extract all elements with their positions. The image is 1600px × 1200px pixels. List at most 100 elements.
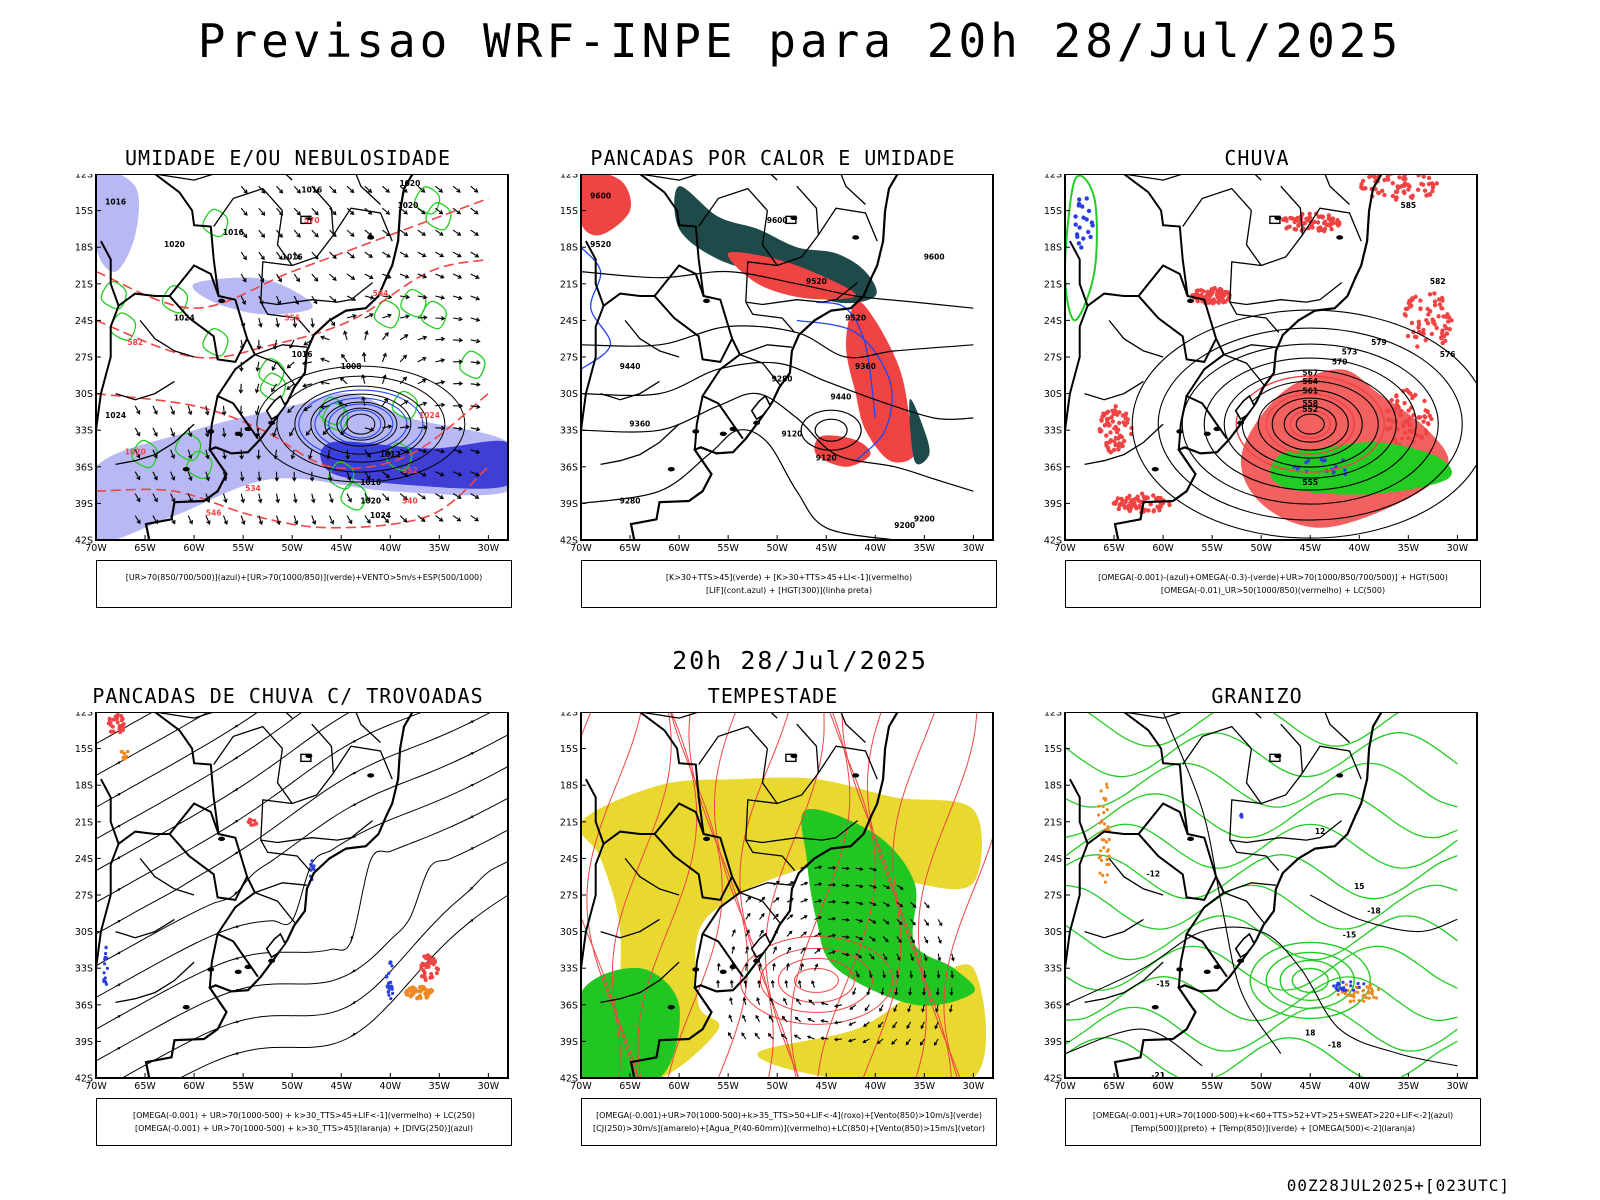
legend-box: [OMEGA(-0.001)+UR>70(1000-500)+k>35_TTS>…	[581, 1098, 997, 1146]
wind-vector	[287, 405, 295, 414]
wind-vector	[286, 383, 295, 391]
flow-arrow	[233, 1052, 240, 1056]
wind-vector	[381, 493, 390, 501]
lon-label: 70W	[570, 543, 592, 554]
state-border	[260, 839, 311, 872]
lat-label: 30S	[1044, 927, 1062, 938]
panel-title: PANCADAS DE CHUVA C/ TROVOADAS	[92, 684, 484, 708]
lake-mark	[1151, 1005, 1159, 1010]
coastline	[1113, 712, 1383, 1078]
flow-arrow	[468, 752, 475, 756]
wind-vector	[906, 1021, 912, 1029]
wind-vector	[152, 427, 158, 437]
lat-label: 30S	[75, 927, 93, 938]
lake-mark	[367, 773, 375, 778]
wind-vector	[920, 1021, 925, 1030]
wind-vector	[772, 946, 777, 954]
wind-vector	[811, 980, 816, 988]
country-border	[693, 395, 704, 450]
lake-mark	[367, 235, 375, 240]
streamline	[121, 861, 508, 1078]
wind-vector	[187, 515, 193, 525]
map-pancadas-calor: 9600 9600 9520 9520 9600 9520 9440 9440 9280 9200…	[560, 174, 994, 554]
green-instability-area	[674, 186, 877, 304]
wind-vector	[470, 207, 479, 215]
state-border	[600, 380, 660, 401]
wind-vector	[364, 295, 375, 300]
wind-vector	[399, 229, 409, 237]
country-border	[208, 933, 219, 988]
lat-label: 33S	[1044, 964, 1062, 975]
legend-line: [OMEGA(-0.001) + UR>70(1000-500) + k>30_…	[132, 1111, 476, 1120]
country-border	[1177, 933, 1188, 988]
flow-arrow	[350, 1032, 356, 1037]
contour-label: 576	[1440, 350, 1456, 359]
wind-vector	[452, 251, 462, 258]
wind-vector	[828, 950, 836, 955]
state-border	[624, 857, 680, 896]
contour-label: -15	[1156, 980, 1170, 989]
wind-vector	[828, 899, 837, 904]
lat-label: 42S	[1044, 536, 1062, 547]
wind-vector	[879, 1004, 884, 1012]
lake-mark	[1213, 426, 1221, 432]
wind-vector	[896, 953, 901, 961]
lake-mark	[1336, 235, 1344, 240]
wind-vector	[364, 330, 369, 341]
wind-vector	[882, 936, 889, 943]
lat-label: 33S	[560, 964, 578, 975]
wind-vector	[863, 1021, 870, 1027]
wind-vector	[271, 383, 277, 393]
wind-vector	[254, 383, 260, 394]
wind-vector	[892, 1021, 898, 1029]
lon-label: 30W	[1447, 1081, 1469, 1092]
state-border	[254, 353, 296, 386]
contour-label: 564	[373, 289, 389, 298]
wind-vector	[435, 295, 446, 300]
wind-vector	[364, 449, 371, 458]
wind-vector	[754, 1032, 760, 1040]
wind-vector	[855, 953, 863, 959]
lat-label: 24S	[1044, 316, 1062, 327]
wind-vector	[134, 427, 141, 437]
wind-vector	[258, 207, 266, 216]
wind-vector	[470, 515, 479, 522]
state-border	[639, 712, 778, 719]
lon-label: 35W	[429, 543, 451, 554]
wind-vector	[256, 449, 261, 460]
wind-vector	[759, 929, 764, 937]
contour-label: 1016	[360, 478, 381, 487]
coastline	[144, 174, 414, 540]
lake-mark	[244, 964, 252, 970]
wind-vector	[286, 361, 295, 369]
contour-label: -15	[1343, 931, 1357, 940]
flow-arrow	[233, 1020, 240, 1024]
lc500-contour	[1265, 393, 1355, 455]
lat-label: 36S	[1044, 1000, 1062, 1011]
contour-label: 9200	[914, 515, 935, 524]
flow-arrow	[468, 720, 475, 724]
lake-mark	[703, 298, 711, 304]
wind-vector	[814, 899, 823, 903]
country-border	[1065, 778, 1089, 973]
lc500-contour	[1235, 375, 1385, 473]
lat-label: 15S	[75, 744, 93, 755]
flow-arrow	[233, 756, 239, 761]
divergence-blue	[309, 859, 316, 882]
wind-vector	[329, 185, 337, 194]
panel-title: CHUVA	[1224, 146, 1290, 170]
wind-vector	[417, 515, 426, 522]
state-border	[355, 174, 381, 205]
wind-vector	[134, 405, 141, 415]
legend-box: [OMEGA(-0.001) + UR>70(1000-500) + k>30_…	[96, 1098, 512, 1146]
hail-blue	[1332, 980, 1366, 993]
wind-vector	[855, 901, 864, 906]
legend-box: [K>30+TTS>45](verde) + [K>30+TTS>45+LI<-…	[581, 560, 997, 608]
lon-label: 40W	[865, 543, 887, 554]
state-border	[1229, 799, 1343, 844]
isobar-blue	[314, 397, 408, 451]
wind-vector	[896, 901, 904, 908]
wind-vector	[239, 449, 244, 460]
country-border	[653, 295, 733, 363]
contour-label: 15	[1354, 882, 1364, 891]
